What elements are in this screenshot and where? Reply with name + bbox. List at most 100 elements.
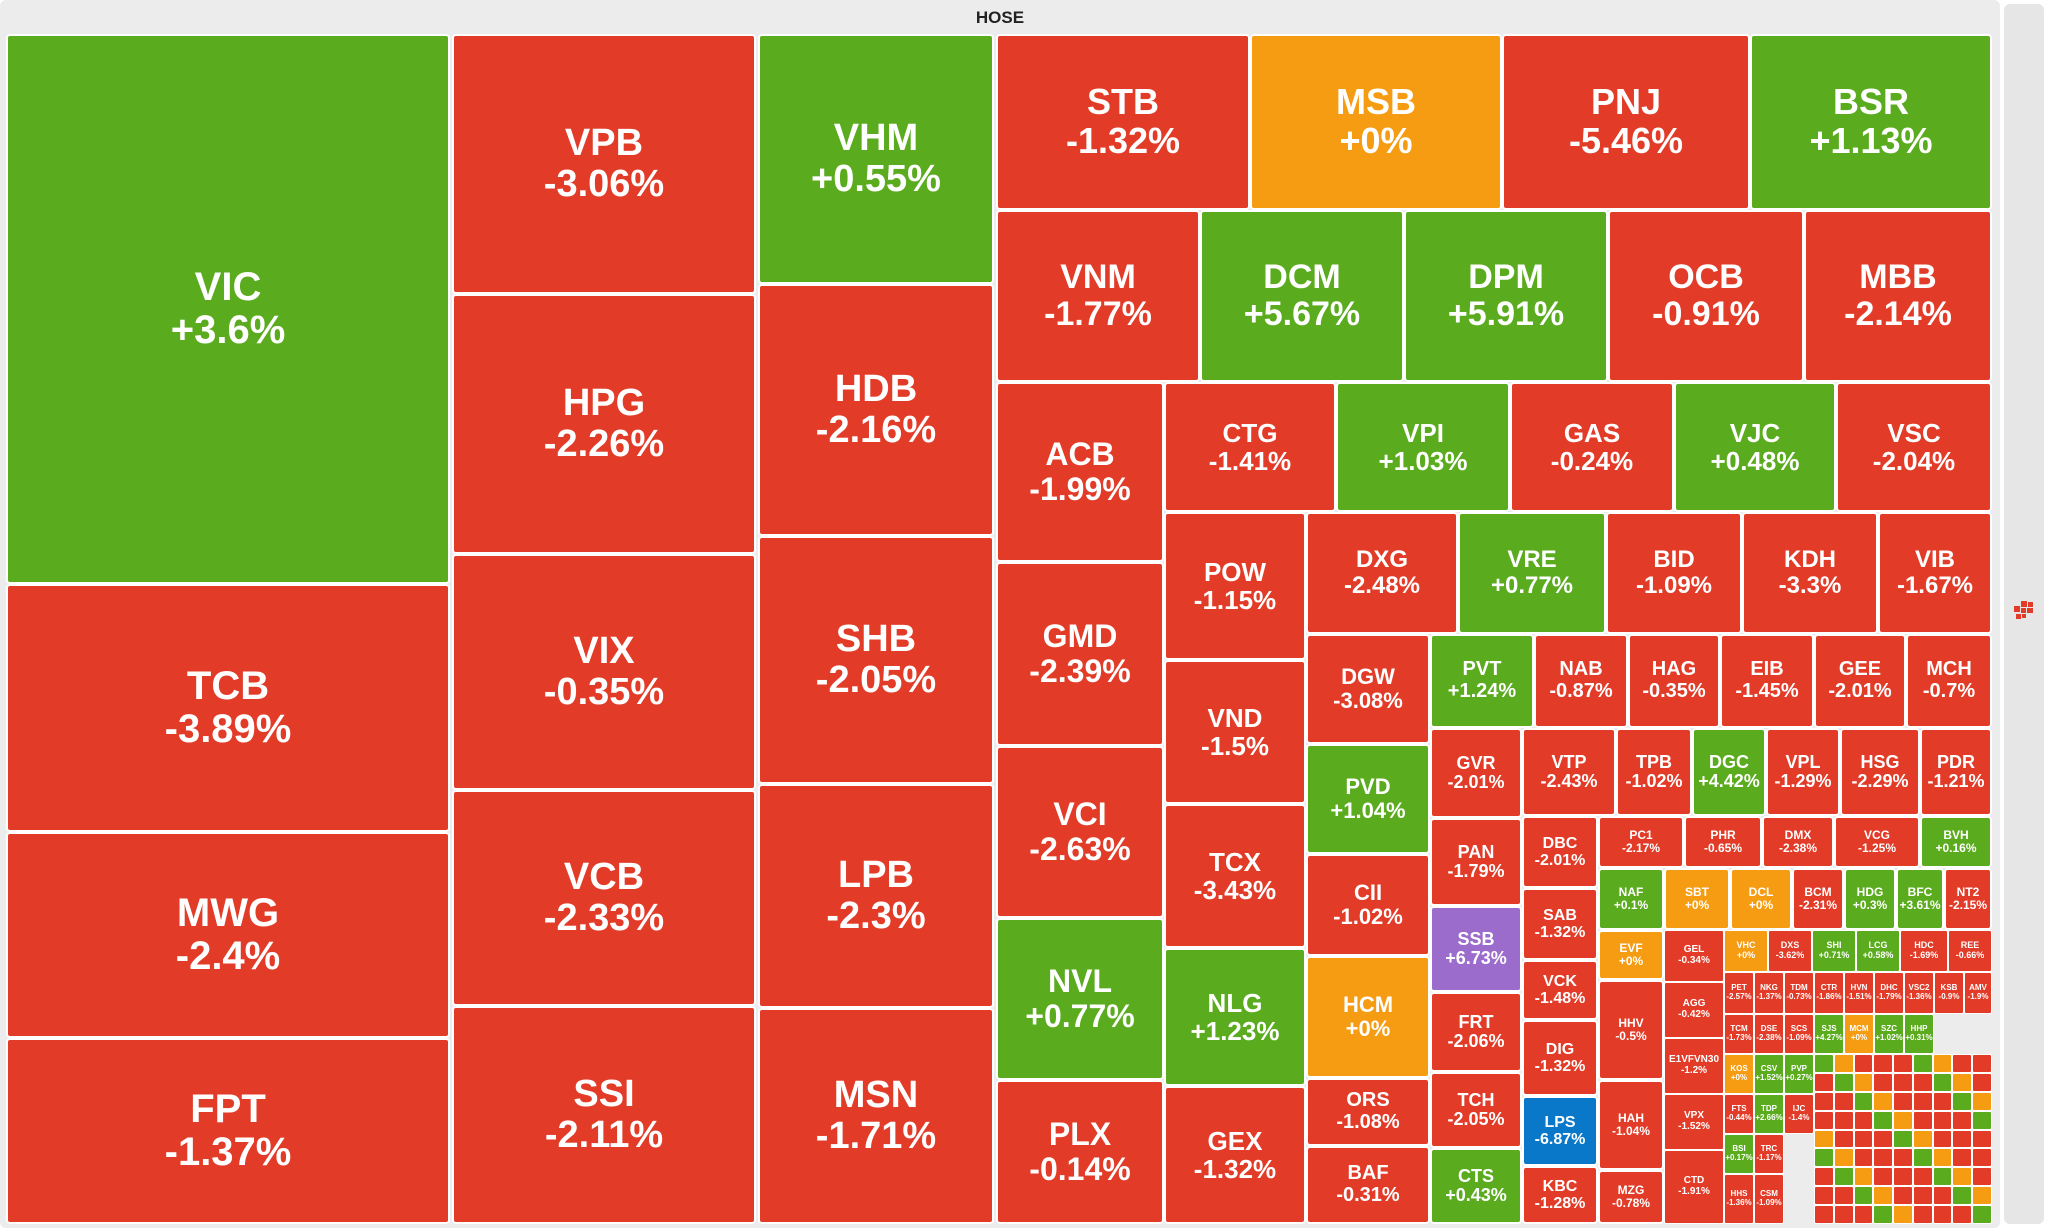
stock-tile-msn[interactable]: MSN -1.71% bbox=[758, 1008, 994, 1224]
small-stock-tile[interactable] bbox=[1912, 1205, 1933, 1224]
stock-tile-pvt[interactable]: PVT +1.24% bbox=[1430, 634, 1534, 728]
small-stock-tile[interactable] bbox=[1853, 1129, 1874, 1149]
stock-tile-stb[interactable]: STB -1.32% bbox=[996, 34, 1250, 210]
stock-tile-tch[interactable]: TCH -2.05% bbox=[1430, 1072, 1522, 1148]
stock-tile-e1vfvn30[interactable]: E1VFVN30 -1.2% bbox=[1664, 1038, 1724, 1094]
stock-tile-hah[interactable]: HAH -1.04% bbox=[1598, 1080, 1664, 1170]
stock-tile-kdh[interactable]: KDH -3.3% bbox=[1742, 512, 1878, 634]
stock-tile-tdm[interactable]: TDM -0.73% bbox=[1784, 972, 1814, 1014]
stock-tile-gmd[interactable]: GMD -2.39% bbox=[996, 562, 1164, 746]
stock-tile-vnd[interactable]: VND -1.5% bbox=[1164, 660, 1306, 804]
stock-tile-bsr[interactable]: BSR +1.13% bbox=[1750, 34, 1992, 210]
small-stock-tile[interactable] bbox=[1912, 1167, 1933, 1187]
small-stock-tile[interactable] bbox=[1932, 1072, 1953, 1092]
stock-tile-dxs[interactable]: DXS -3.62% bbox=[1768, 930, 1812, 972]
stock-tile-ors[interactable]: ORS -1.08% bbox=[1306, 1078, 1430, 1146]
stock-tile-fpt[interactable]: FPT -1.37% bbox=[6, 1038, 450, 1224]
stock-tile-lpb[interactable]: LPB -2.3% bbox=[758, 784, 994, 1008]
small-stock-tile[interactable] bbox=[1853, 1148, 1874, 1168]
stock-tile-vck[interactable]: VCK -1.48% bbox=[1522, 960, 1598, 1020]
small-stock-tile[interactable] bbox=[1893, 1054, 1913, 1073]
small-stock-tile[interactable] bbox=[1952, 1072, 1973, 1092]
small-stock-tile[interactable] bbox=[1853, 1072, 1874, 1092]
stock-tile-dmx[interactable]: DMX -2.38% bbox=[1762, 816, 1834, 868]
stock-tile-pc1[interactable]: PC1 -2.17% bbox=[1598, 816, 1684, 868]
stock-tile-vtp[interactable]: VTP -2.43% bbox=[1522, 728, 1616, 816]
stock-tile-sbt[interactable]: SBT +0% bbox=[1664, 868, 1730, 930]
small-stock-tile[interactable] bbox=[1893, 1186, 1913, 1206]
stock-tile-tcx[interactable]: TCX -3.43% bbox=[1164, 804, 1306, 948]
stock-tile-shb[interactable]: SHB -2.05% bbox=[758, 536, 994, 784]
stock-tile-dpm[interactable]: DPM +5.91% bbox=[1404, 210, 1608, 382]
stock-tile-bfc[interactable]: BFC +3.61% bbox=[1896, 868, 1944, 930]
small-stock-tile[interactable] bbox=[1853, 1091, 1874, 1111]
small-stock-tile[interactable] bbox=[1932, 1091, 1953, 1111]
small-stock-tile[interactable] bbox=[1893, 1148, 1913, 1168]
small-stock-tile[interactable] bbox=[1952, 1205, 1973, 1224]
small-stock-tile[interactable] bbox=[1912, 1072, 1933, 1092]
stock-tile-fts[interactable]: FTS -0.44% bbox=[1724, 1094, 1754, 1134]
small-stock-tile[interactable] bbox=[1833, 1054, 1854, 1073]
small-stock-tile[interactable] bbox=[1972, 1129, 1992, 1149]
stock-tile-bid[interactable]: BID -1.09% bbox=[1606, 512, 1742, 634]
stock-tile-gel[interactable]: GEL -0.34% bbox=[1664, 930, 1724, 982]
stock-tile-naf[interactable]: NAF +0.1% bbox=[1598, 868, 1664, 930]
stock-tile-hcm[interactable]: HCM +0% bbox=[1306, 956, 1430, 1078]
stock-tile-vsc[interactable]: VSC -2.04% bbox=[1836, 382, 1992, 512]
small-stock-tile[interactable] bbox=[1814, 1054, 1834, 1073]
stock-tile-tdp[interactable]: TDP +2.66% bbox=[1754, 1094, 1784, 1134]
stock-tile-sjs[interactable]: SJS +4.27% bbox=[1814, 1014, 1844, 1054]
small-stock-tile[interactable] bbox=[1814, 1148, 1834, 1168]
stock-tile-cts[interactable]: CTS +0.43% bbox=[1430, 1148, 1522, 1224]
stock-tile-szc[interactable]: SZC +1.02% bbox=[1874, 1014, 1904, 1054]
stock-tile-mch[interactable]: MCH -0.7% bbox=[1906, 634, 1992, 728]
stock-tile-hdc[interactable]: HDC -1.69% bbox=[1900, 930, 1948, 972]
stock-tile-vic[interactable]: VIC +3.6% bbox=[6, 34, 450, 584]
stock-tile-eib[interactable]: EIB -1.45% bbox=[1720, 634, 1814, 728]
stock-tile-tcb[interactable]: TCB -3.89% bbox=[6, 584, 450, 832]
small-stock-tile[interactable] bbox=[1932, 1054, 1953, 1073]
stock-tile-dcm[interactable]: DCM +5.67% bbox=[1200, 210, 1404, 382]
stock-tile-bvh[interactable]: BVH +0.16% bbox=[1920, 816, 1992, 868]
small-stock-tile[interactable] bbox=[1912, 1148, 1933, 1168]
stock-tile-ssi[interactable]: SSI -2.11% bbox=[452, 1006, 756, 1224]
stock-tile-nlg[interactable]: NLG +1.23% bbox=[1164, 948, 1306, 1086]
stock-tile-ijc[interactable]: IJC -1.4% bbox=[1784, 1094, 1814, 1134]
stock-tile-pnj[interactable]: PNJ -5.46% bbox=[1502, 34, 1750, 210]
small-stock-tile[interactable] bbox=[1893, 1110, 1913, 1130]
stock-tile-mbb[interactable]: MBB -2.14% bbox=[1804, 210, 1992, 382]
small-stock-tile[interactable] bbox=[1833, 1186, 1854, 1206]
stock-tile-mzg[interactable]: MZG -0.78% bbox=[1598, 1170, 1664, 1224]
small-stock-tile[interactable] bbox=[1893, 1072, 1913, 1092]
stock-tile-hhp[interactable]: HHP +0.31% bbox=[1904, 1014, 1934, 1054]
stock-tile-mcm[interactable]: MCM +0% bbox=[1844, 1014, 1874, 1054]
small-stock-tile[interactable] bbox=[1972, 1054, 1992, 1073]
stock-tile-bsi[interactable]: BSI +0.17% bbox=[1724, 1134, 1754, 1174]
stock-tile-vcg[interactable]: VCG -1.25% bbox=[1834, 816, 1920, 868]
small-stock-tile[interactable] bbox=[1873, 1167, 1894, 1187]
stock-tile-vcb[interactable]: VCB -2.33% bbox=[452, 790, 756, 1006]
small-stock-tile[interactable] bbox=[1952, 1129, 1973, 1149]
small-stock-tile[interactable] bbox=[1893, 1129, 1913, 1149]
stock-tile-dcl[interactable]: DCL +0% bbox=[1730, 868, 1792, 930]
small-stock-tile[interactable] bbox=[1952, 1110, 1973, 1130]
stock-tile-hhv[interactable]: HHV -0.5% bbox=[1598, 980, 1664, 1080]
stock-tile-ctr[interactable]: CTR -1.86% bbox=[1814, 972, 1844, 1014]
stock-tile-sab[interactable]: SAB -1.32% bbox=[1522, 888, 1598, 960]
stock-tile-csv[interactable]: CSV +1.52% bbox=[1754, 1054, 1784, 1094]
small-stock-tile[interactable] bbox=[1873, 1091, 1894, 1111]
stock-tile-vhc[interactable]: VHC +0% bbox=[1724, 930, 1768, 972]
stock-tile-phr[interactable]: PHR -0.65% bbox=[1684, 816, 1762, 868]
stock-tile-baf[interactable]: BAF -0.31% bbox=[1306, 1146, 1430, 1224]
stock-tile-hdb[interactable]: HDB -2.16% bbox=[758, 284, 994, 536]
stock-tile-ksb[interactable]: KSB -0.9% bbox=[1934, 972, 1964, 1014]
stock-tile-dgc[interactable]: DGC +4.42% bbox=[1692, 728, 1766, 816]
stock-tile-hpg[interactable]: HPG -2.26% bbox=[452, 294, 756, 554]
stock-tile-vpi[interactable]: VPI +1.03% bbox=[1336, 382, 1510, 512]
stock-tile-ocb[interactable]: OCB -0.91% bbox=[1608, 210, 1804, 382]
small-stock-tile[interactable] bbox=[1893, 1205, 1913, 1224]
small-stock-tile[interactable] bbox=[1972, 1072, 1992, 1092]
small-stock-tile[interactable] bbox=[1873, 1110, 1894, 1130]
small-stock-tile[interactable] bbox=[1952, 1148, 1973, 1168]
small-stock-tile[interactable] bbox=[1814, 1186, 1834, 1206]
